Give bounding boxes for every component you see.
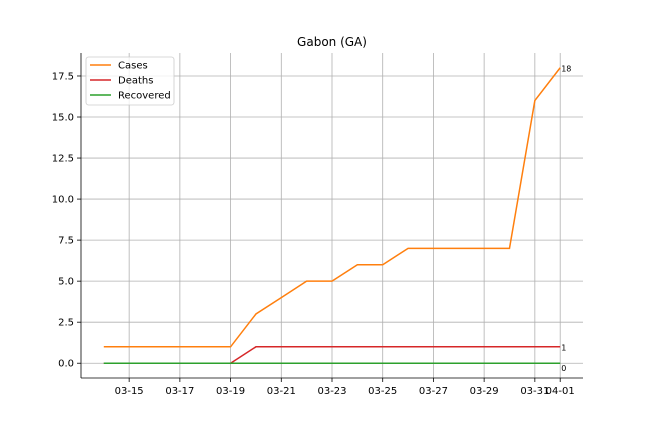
end-label-deaths: 1 — [561, 343, 566, 352]
y-tick-label: 2.5 — [58, 318, 74, 329]
end-label-cases: 18 — [561, 64, 571, 73]
x-tick-label: 03-19 — [216, 386, 245, 397]
legend-label-deaths: Deaths — [118, 76, 153, 87]
legend-label-cases: Cases — [118, 61, 148, 72]
y-axis-ticks: 0.0 2.5 5.0 7.5 10.0 12.5 15.0 17.5 — [52, 71, 81, 370]
y-tick-label: 15.0 — [52, 113, 74, 124]
y-tick-label: 0.0 — [58, 359, 74, 370]
legend: Cases Deaths Recovered — [85, 56, 175, 106]
y-tick-label: 12.5 — [52, 154, 74, 165]
y-tick-label: 10.0 — [52, 195, 74, 206]
legend-box — [85, 56, 175, 106]
y-tick-label: 17.5 — [52, 71, 74, 82]
x-tick-label: 03-31 — [520, 386, 549, 397]
x-tick-label: 03-25 — [368, 386, 397, 397]
y-tick-label: 7.5 — [58, 236, 74, 247]
y-tick-label: 5.0 — [58, 277, 74, 288]
x-tick-label: 03-29 — [470, 386, 499, 397]
x-tick-label: 03-17 — [165, 386, 194, 397]
series-lines — [103, 67, 561, 364]
x-tick-label: 04-01 — [546, 386, 575, 397]
x-tick-label: 03-27 — [419, 386, 448, 397]
x-tick-label: 03-21 — [267, 386, 296, 397]
chart-title: Gabon (GA) — [297, 35, 367, 49]
x-axis-ticks: 03-15 03-17 03-19 03-21 03-23 03-25 03-27 03-29… — [115, 378, 575, 397]
series-line-cases — [103, 67, 561, 348]
legend-label-recovered: Recovered — [118, 91, 171, 102]
x-tick-label: 03-15 — [115, 386, 144, 397]
end-label-recovered: 0 — [561, 364, 566, 373]
x-tick-label: 03-23 — [317, 386, 346, 397]
